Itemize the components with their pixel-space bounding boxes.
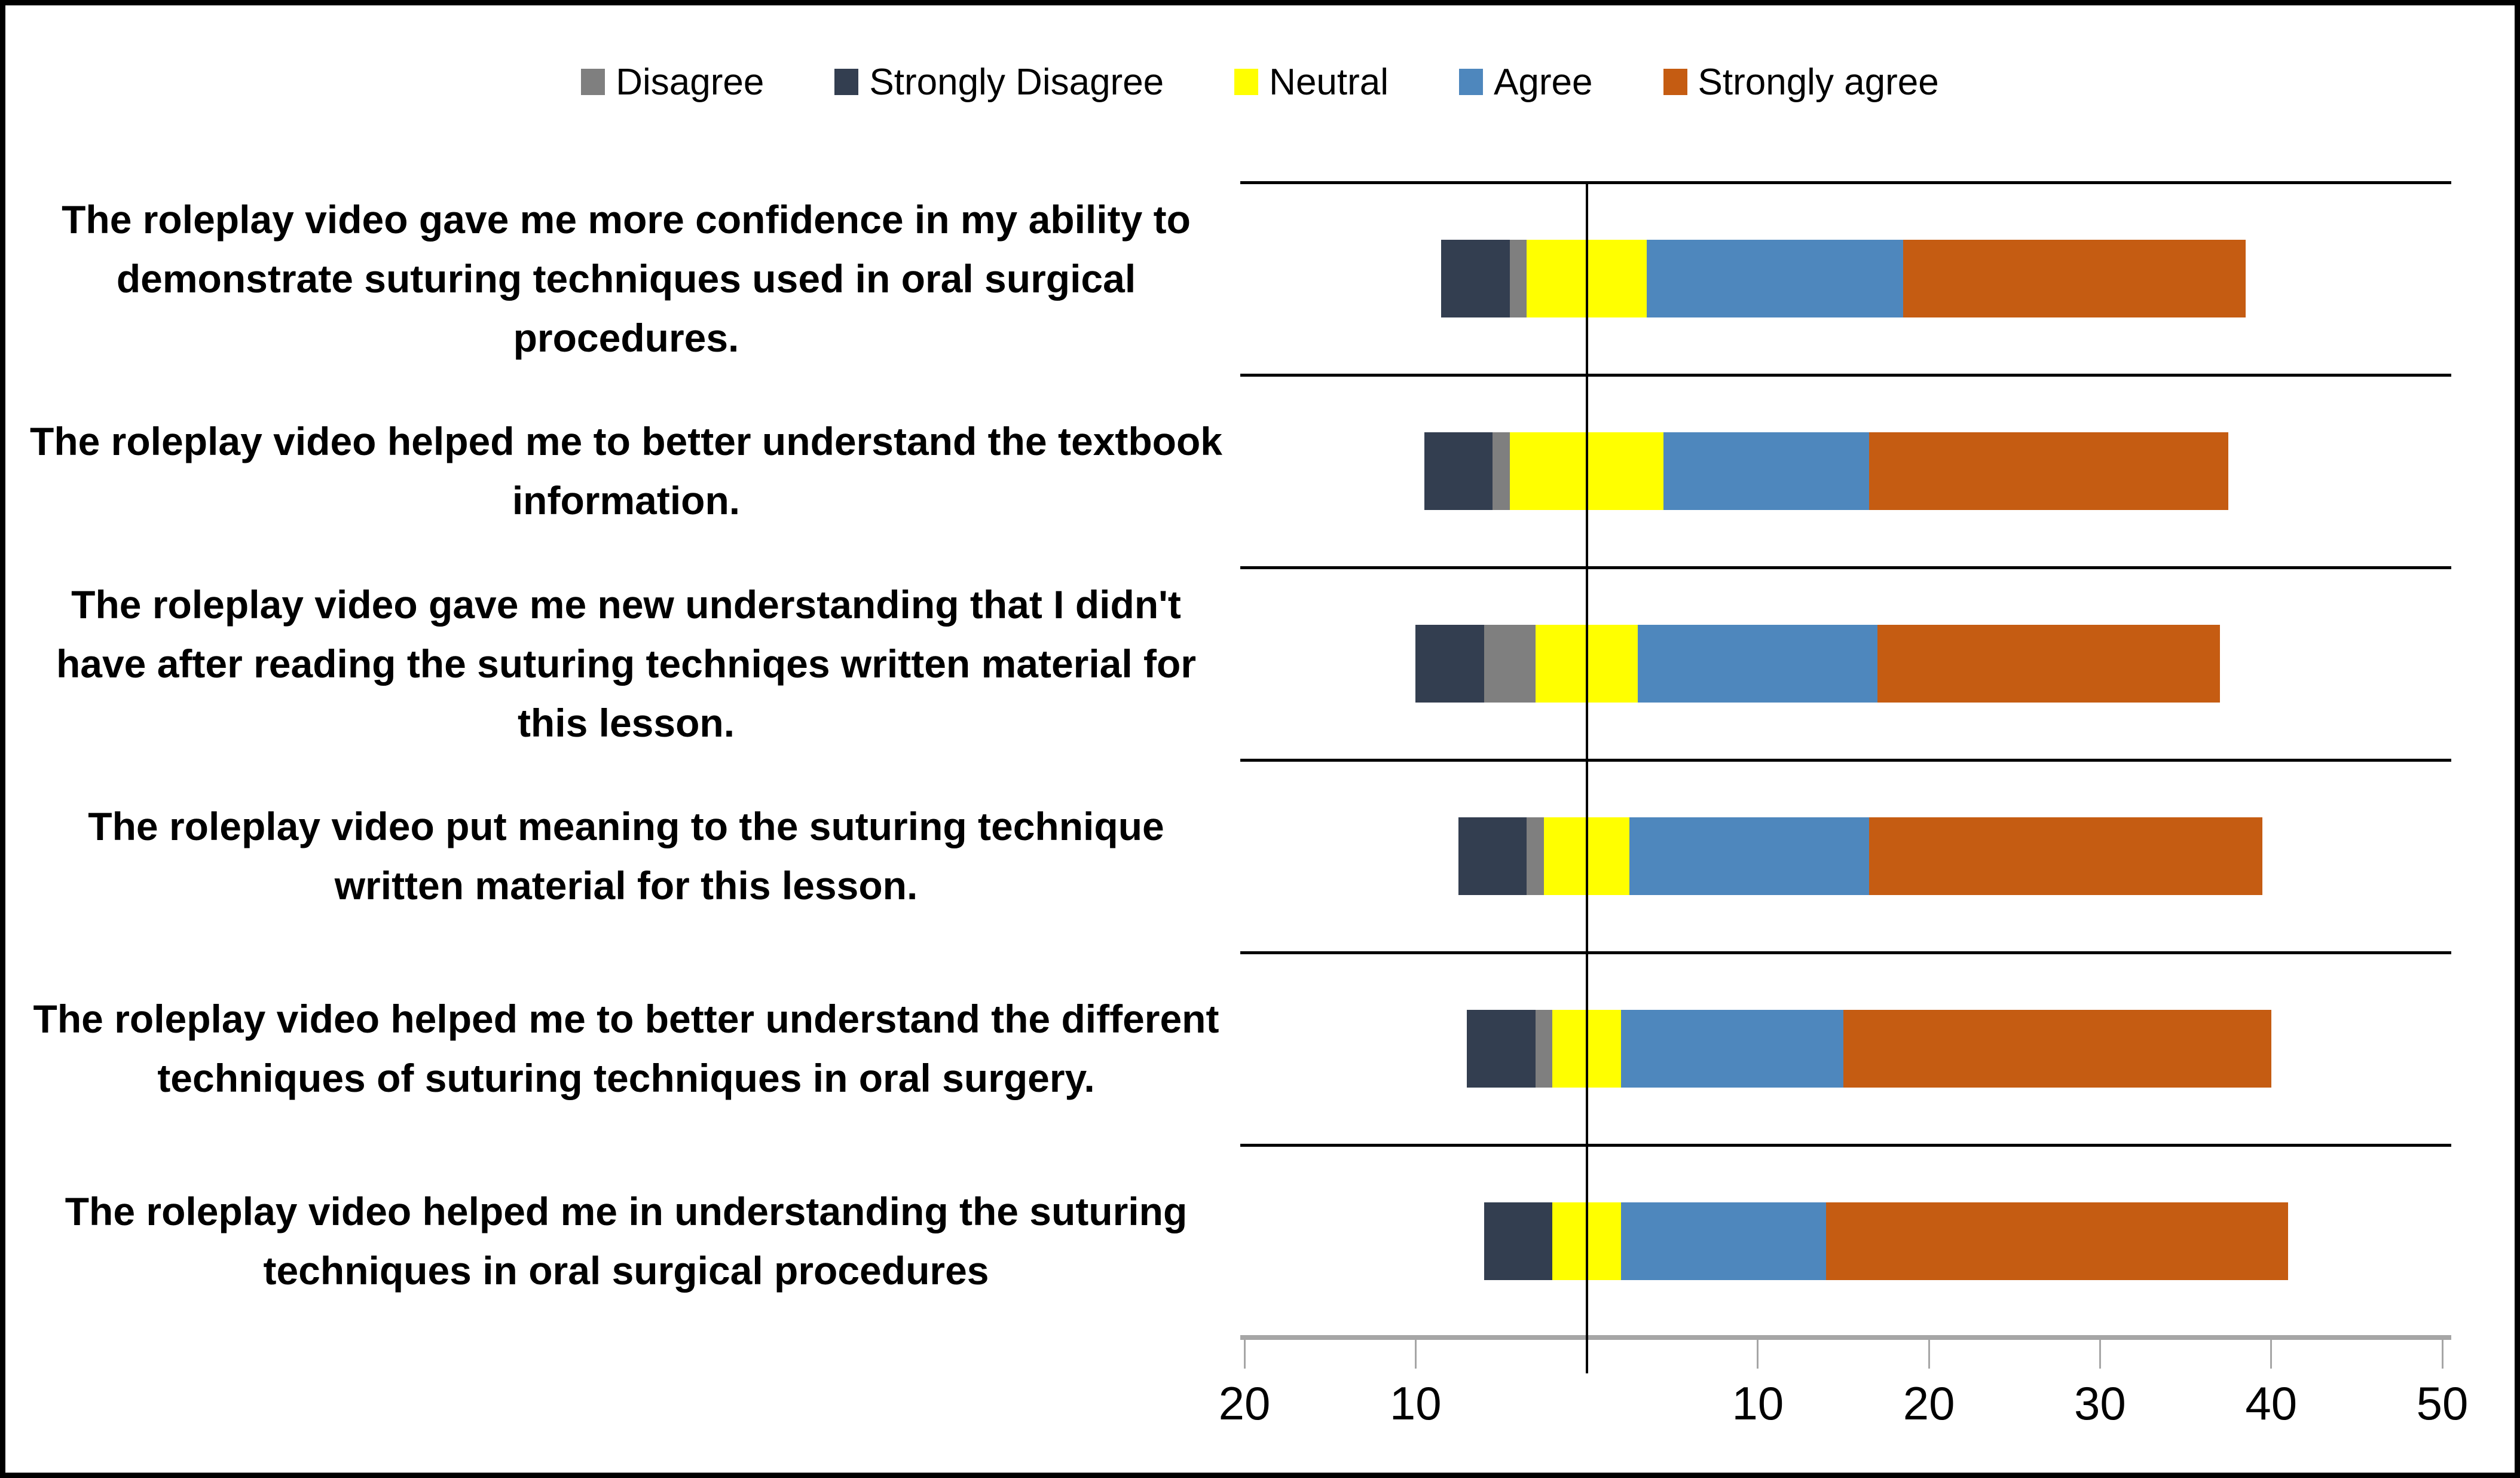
bar-segment-strongly-disagree — [1424, 432, 1493, 510]
bar-segment-disagree — [1493, 432, 1510, 510]
category-label-5: The roleplay video helped me to better u… — [33, 997, 1219, 1100]
row-separator — [1240, 1143, 2451, 1147]
row-separator — [1240, 373, 2451, 377]
bar-segment-agree — [1638, 625, 1878, 703]
bar-segment-agree — [1646, 240, 1904, 317]
legend-label: Neutral — [1269, 61, 1389, 103]
bar-segment-disagree — [1509, 240, 1527, 317]
x-axis-tick — [1414, 1337, 1417, 1369]
bar-segment-strongly-disagree — [1484, 1202, 1553, 1280]
legend-swatch-strongly-disagree — [834, 69, 859, 95]
legend-label: Agree — [1494, 61, 1593, 103]
legend-item-disagree: Disagree — [581, 61, 764, 103]
bar-segment-strongly-agree — [1826, 1202, 2289, 1280]
bar-segment-strongly-agree — [1868, 817, 2263, 895]
legend-item-agree: Agree — [1459, 61, 1593, 103]
x-axis-tick — [1243, 1337, 1246, 1369]
bar-segment-disagree — [1527, 817, 1544, 895]
bar-segment-strongly-agree — [1868, 432, 2229, 510]
legend-swatch-strongly-agree — [1663, 69, 1687, 95]
legend-label: Strongly Disagree — [869, 61, 1164, 103]
bar-segment-strongly-agree — [1843, 1010, 2271, 1088]
x-axis-tick — [2099, 1337, 2101, 1369]
x-axis-tick-label: 20 — [1903, 1377, 1955, 1430]
bar-segment-strongly-disagree — [1441, 240, 1510, 317]
legend-label: Strongly agree — [1698, 61, 1939, 103]
bar-segment-agree — [1620, 1202, 1827, 1280]
bar-segment-disagree — [1484, 625, 1536, 703]
bar-segment-disagree — [1535, 1010, 1553, 1088]
bar-segment-agree — [1620, 1010, 1843, 1088]
x-axis-tick-label: 10 — [1732, 1377, 1784, 1430]
row-separator — [1240, 951, 2451, 954]
x-axis-line — [1240, 1335, 2451, 1340]
bar-segment-strongly-agree — [1903, 240, 2246, 317]
x-axis-tick — [1757, 1337, 1759, 1369]
category-label-6: The roleplay video helped me in understa… — [65, 1189, 1188, 1293]
legend-item-strongly-disagree: Strongly Disagree — [834, 61, 1164, 103]
legend-swatch-agree — [1459, 69, 1484, 95]
legend-swatch-disagree — [581, 69, 605, 95]
row-separator — [1240, 758, 2451, 762]
bar-segment-agree — [1663, 432, 1869, 510]
x-axis-tick-label: 20 — [1218, 1377, 1271, 1430]
bar-segment-strongly-agree — [1877, 625, 2220, 703]
x-axis-tick — [1928, 1337, 1930, 1369]
bar-segment-strongly-disagree — [1467, 1010, 1536, 1088]
x-axis-tick — [2441, 1337, 2443, 1369]
bar-segment-strongly-disagree — [1415, 625, 1484, 703]
category-label-1: The roleplay video gave me more confiden… — [62, 197, 1191, 360]
x-axis-tick — [2270, 1337, 2273, 1369]
category-label-4: The roleplay video put meaning to the su… — [88, 804, 1164, 908]
category-label-3: The roleplay video gave me new understan… — [56, 582, 1197, 745]
legend-item-strongly-agree: Strongly agree — [1663, 61, 1939, 103]
zero-baseline — [1585, 182, 1588, 1373]
bar-segment-strongly-disagree — [1458, 817, 1527, 895]
bar-segment-agree — [1629, 817, 1869, 895]
legend-item-neutral: Neutral — [1234, 61, 1389, 103]
x-axis-tick-label: 10 — [1389, 1377, 1442, 1430]
category-label-2: The roleplay video helped me to better u… — [30, 419, 1222, 523]
x-axis-tick-label: 50 — [2416, 1377, 2469, 1430]
x-axis-tick-label: 30 — [2074, 1377, 2126, 1430]
chart-legend: Disagree Strongly Disagree Neutral Agree Str… — [0, 49, 2520, 115]
row-separator — [1240, 566, 2451, 569]
legend-swatch-neutral — [1234, 69, 1259, 95]
legend-label: Disagree — [616, 61, 764, 103]
x-axis-tick-label: 40 — [2245, 1377, 2298, 1430]
row-separator — [1240, 181, 2451, 184]
